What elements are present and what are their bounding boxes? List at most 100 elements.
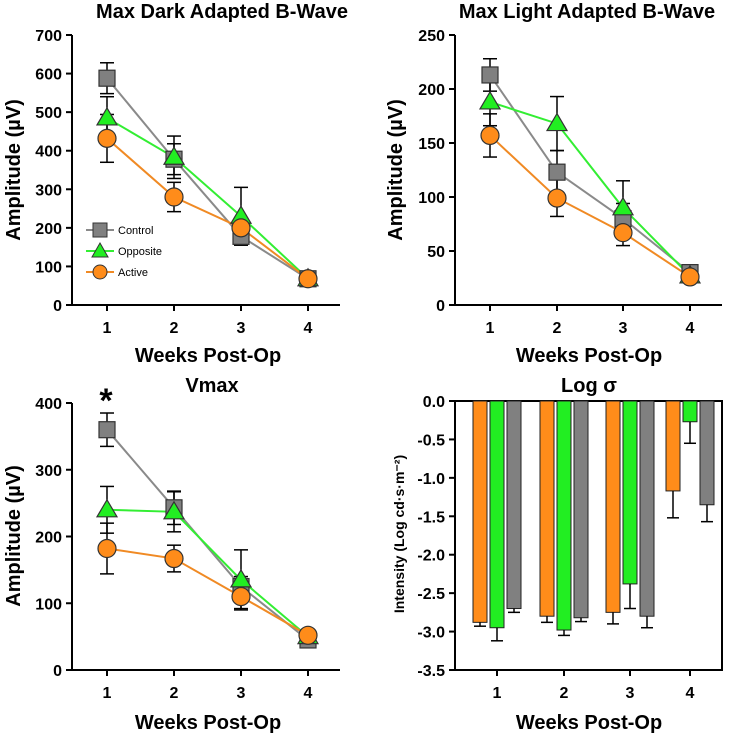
y-tick-label: 400 [35,144,62,161]
y-tick-label: -1.5 [417,509,445,526]
x-tick-label: 3 [626,685,635,702]
data-point-opposite [545,112,569,132]
bar-control [506,400,522,610]
data-point-opposite [478,90,502,110]
x-tick-label: 4 [304,685,313,702]
bar-active [472,400,488,623]
y-axis-label: Intensity (Log cd·s·m⁻²) [391,455,407,613]
x-tick-label: 3 [237,685,246,702]
chart-title: Max Light Adapted B-Wave [459,1,715,23]
data-point-opposite [162,500,186,520]
chart-title: Vmax [185,375,238,397]
bar-opposite [556,400,572,631]
panel-log-sigma: Log σ Weeks Post-Op Intensity (Log cd·s·… [391,375,723,733]
x-tick-label: 1 [486,320,495,337]
data-point-opposite [95,106,119,126]
data-point-active [298,625,318,645]
legend-label-control: Control [118,225,153,237]
plot-area: 0 100 200 300 400 500 600 700 1 2 3 4 [35,28,340,337]
y-tick-label: 100 [35,259,62,276]
data-point-opposite [162,146,186,165]
data-point-active [231,586,251,607]
data-point-active [298,269,318,289]
y-tick-label: 150 [418,136,445,153]
legend-label-opposite: Opposite [118,246,162,258]
series-line-control [489,74,691,274]
plot-area: 0 100 200 300 400 1 2 3 4 [35,396,340,702]
significance-asterisk: * [99,382,113,420]
data-point-control [481,66,499,84]
y-tick-label: 300 [35,463,62,480]
bar-opposite [622,400,638,585]
chart-title: Log σ [561,375,617,397]
data-point-active [97,128,117,148]
y-tick-label: -3.5 [417,663,445,680]
data-point-control [98,421,116,439]
data-point-active [547,188,567,208]
x-axis-label: Weeks Post-Op [516,345,662,367]
bar-active [665,400,681,492]
x-tick-label: 2 [170,320,179,337]
x-axis-label: Weeks Post-Op [135,345,281,367]
y-axis-label: Amplitude (µV) [3,465,25,607]
data-point-active [480,125,500,146]
series-line-opposite [489,101,691,277]
bar-opposite [489,400,505,629]
x-tick-label: 1 [493,685,502,702]
series-line-control [106,429,309,641]
plot-area: 0 50 100 150 200 250 1 2 3 4 [418,28,722,337]
data-point-active [231,218,251,238]
y-tick-label: 200 [35,530,62,547]
series-line-active [106,547,309,637]
y-tick-label: -2.5 [417,586,445,603]
chart-title: Max Dark Adapted B-Wave [96,1,348,23]
series-line-opposite [106,117,309,280]
data-point-control [548,163,566,181]
bar-opposite [682,400,698,423]
data-point-opposite [611,196,635,216]
y-tick-label: 300 [35,182,62,199]
panel-vmax: Vmax * Weeks Post-Op Amplitude (µV) 0 100… [3,375,340,733]
data-point-opposite [95,498,119,518]
panel-dark-adapted: Max Dark Adapted B-Wave Weeks Post-Op Am… [3,1,348,367]
x-tick-label: 2 [560,685,569,702]
x-tick-label: 1 [103,320,112,337]
y-tick-label: -0.5 [417,432,445,449]
y-tick-label: 400 [35,396,62,413]
bar-control [639,400,655,617]
y-tick-label: 50 [427,244,445,261]
y-tick-label: 0 [53,298,62,315]
x-tick-label: 2 [170,685,179,702]
y-tick-label: 0 [53,663,62,680]
x-tick-label: 4 [686,320,695,337]
y-tick-label: 600 [35,67,62,84]
x-tick-label: 1 [103,685,112,702]
legend-label-active: Active [118,267,148,279]
bar-control [573,400,589,619]
data-point-opposite [229,568,253,588]
y-tick-label: 200 [418,82,445,99]
data-point-active [680,267,700,287]
y-axis-label: Amplitude (µV) [3,99,25,241]
x-tick-label: 3 [619,320,628,337]
data-point-control [98,69,116,87]
y-tick-label: 0 [436,298,445,315]
plot-area: 0.0 -0.5 -1.0 -1.5 -2.0 -2.5 -3.0 -3.5 1 2 3 4 [417,394,723,702]
x-tick-label: 4 [686,685,695,702]
y-tick-label: 200 [35,221,62,238]
y-tick-label: 100 [35,596,62,613]
data-point-active [97,538,117,559]
data-point-active [164,187,184,207]
legend: Control Opposite Active [86,222,162,280]
series-line-active [489,134,691,278]
data-point-active [613,223,633,243]
x-axis-label: Weeks Post-Op [135,712,281,733]
y-tick-label: -3.0 [417,625,445,642]
bar-active [539,400,555,617]
legend-marker-control [92,222,108,238]
bar-control [699,400,715,506]
panel-light-adapted: Max Light Adapted B-Wave Weeks Post-Op A… [385,1,722,367]
y-tick-label: 700 [35,28,62,45]
x-tick-label: 2 [553,320,562,337]
